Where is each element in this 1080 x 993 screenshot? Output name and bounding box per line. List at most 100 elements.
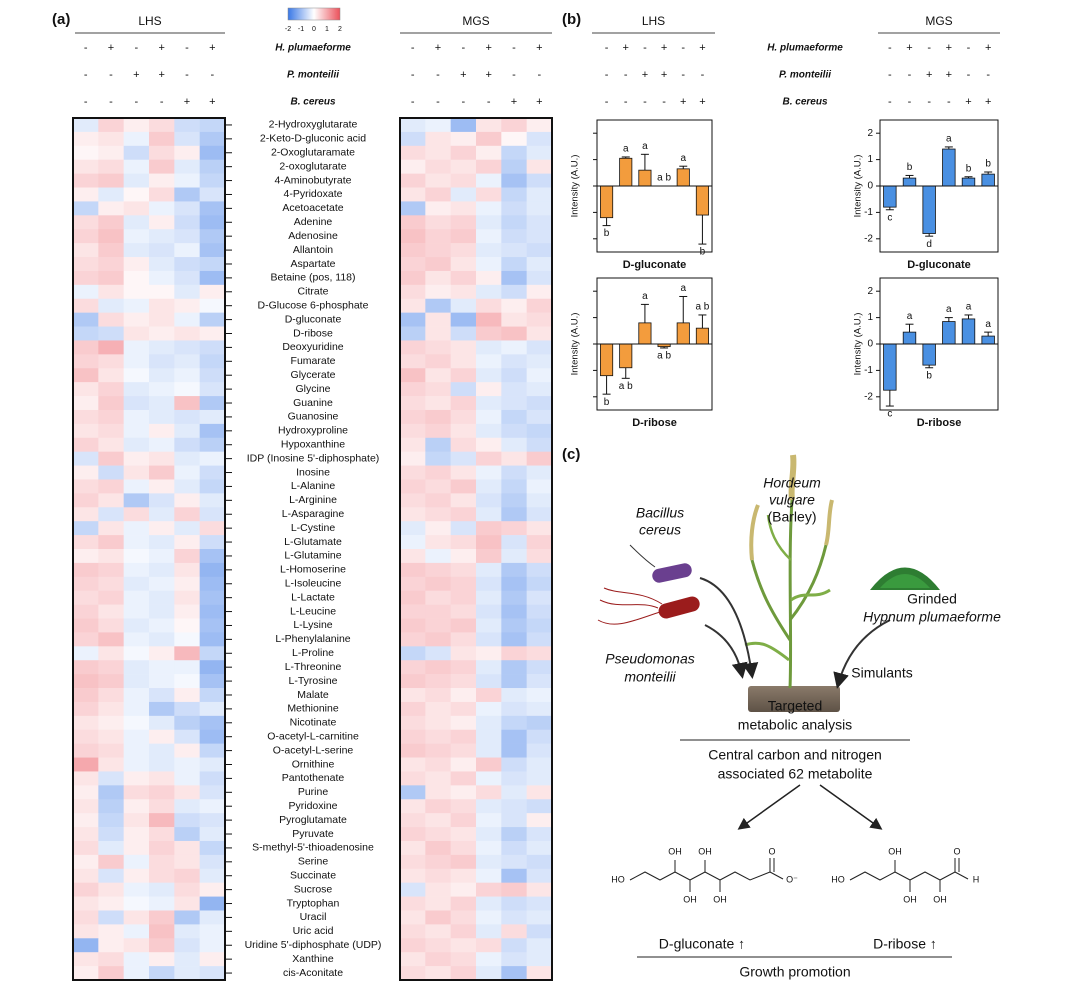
metabolite-label: L-Arginine [289, 494, 337, 506]
heatmap-cell [400, 437, 426, 452]
heatmap-cell [501, 465, 527, 480]
heatmap-cell [425, 660, 451, 675]
heatmap-cell [73, 660, 99, 675]
diagram-text: OH [903, 894, 917, 904]
heatmap-cell [123, 284, 150, 300]
heatmap-cell [526, 924, 553, 939]
bar [942, 321, 956, 345]
heatmap-cell [526, 507, 553, 522]
heatmap-cell [476, 729, 502, 744]
heatmap-cell [450, 729, 477, 744]
heatmap-cell [199, 827, 226, 842]
significance-letter: a b [657, 173, 671, 184]
heatmap-cell [501, 354, 527, 369]
sign: - [436, 69, 440, 81]
heatmap-cell [501, 674, 527, 689]
heatmap-cell [123, 437, 150, 452]
heatmap-cell [476, 396, 502, 411]
sign: - [210, 69, 214, 81]
heatmap-cell [199, 368, 226, 383]
heatmap-cell [174, 660, 200, 675]
heatmap-cell [73, 632, 99, 647]
heatmap-cell [501, 507, 527, 522]
heatmap-cell [501, 409, 527, 425]
heatmap-cell [149, 882, 175, 897]
heatmap-cell [123, 868, 150, 883]
heatmap-cell [98, 159, 124, 174]
heatmap-frame [72, 117, 226, 981]
chart-title: D-gluconate [907, 259, 971, 271]
heatmap-cell [501, 423, 527, 439]
significance-letter: a [680, 153, 686, 164]
heatmap-cell [98, 840, 124, 856]
heatmap-cell [199, 743, 226, 758]
heatmap-cell [425, 215, 451, 230]
heatmap-cell [149, 827, 175, 842]
y-tick-label: 1 [867, 154, 873, 165]
heatmap-cell [476, 409, 502, 425]
heatmap-cell [149, 243, 175, 258]
heatmap-cell [73, 215, 99, 230]
heatmap-cell [123, 701, 150, 717]
heatmap-cell [476, 771, 502, 786]
sign: - [643, 96, 647, 108]
heatmap-cell [123, 270, 150, 286]
metabolite-label: Pyruvate [292, 828, 334, 840]
heatmap-cell [98, 660, 124, 675]
heatmap-cell [476, 284, 502, 300]
diagram-text: Growth promotion [739, 964, 850, 980]
metabolite-label: Hydroxyproline [278, 425, 348, 437]
metabolite-label: 2-Keto-D-gluconic acid [260, 133, 366, 145]
heatmap-cell [476, 312, 502, 327]
diagram-text: Central carbon and nitrogen [708, 747, 882, 763]
sign: + [699, 96, 705, 108]
sign: + [699, 42, 705, 54]
heatmap-cell [98, 312, 124, 327]
heatmap-cell [425, 354, 451, 369]
heatmap-cell [526, 479, 553, 494]
diagram-text: OH [668, 846, 682, 856]
heatmap-cell [425, 715, 451, 731]
heatmap-cell [501, 743, 527, 758]
heatmap-cell [501, 757, 527, 772]
heatmap-cell [174, 215, 200, 230]
heatmap-cell [501, 715, 527, 731]
heatmap-cell [73, 354, 99, 369]
heatmap-cell [98, 813, 124, 828]
heatmap-cell [425, 145, 451, 161]
heatmap-cell [425, 910, 451, 925]
heatmap-cell [450, 493, 477, 508]
heatmap-cell [425, 131, 451, 147]
heatmap-cell [149, 562, 175, 578]
significance-letter: b [700, 247, 706, 258]
heatmap-cell [174, 688, 200, 703]
significance-letter: c [887, 212, 892, 223]
heatmap-cell [450, 854, 477, 870]
heatmap-cell [174, 451, 200, 466]
heatmap-cell [199, 910, 226, 925]
significance-letter: a [907, 311, 913, 322]
heatmap-cell [149, 854, 175, 870]
heatmap-cell [450, 118, 477, 133]
heatmap-cell [199, 396, 226, 411]
heatmap-cell [98, 409, 124, 425]
heatmap-cell [501, 896, 527, 911]
heatmap-cell [450, 437, 477, 452]
sign: - [411, 42, 415, 54]
heatmap-cell [149, 813, 175, 828]
sign: - [701, 69, 705, 81]
heatmap-cell [400, 507, 426, 522]
heatmap-cell [526, 298, 553, 313]
heatmap-cell [501, 632, 527, 647]
sign: + [623, 42, 629, 54]
heatmap-cell [526, 688, 553, 703]
heatmap-cell [526, 229, 553, 244]
heatmap-cell [123, 535, 150, 550]
significance-letter: b [907, 162, 913, 173]
heatmap-cell [526, 423, 553, 439]
heatmap-cell [149, 549, 175, 564]
heatmap-cell [400, 729, 426, 744]
heatmap-cell [149, 270, 175, 286]
heatmap-cell [425, 562, 451, 578]
heatmap-cell [400, 493, 426, 508]
